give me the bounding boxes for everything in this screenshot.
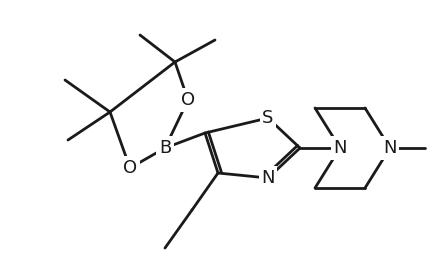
- Text: O: O: [123, 159, 137, 177]
- Text: S: S: [262, 109, 274, 127]
- Text: B: B: [159, 139, 171, 157]
- Text: N: N: [333, 139, 347, 157]
- Text: N: N: [261, 169, 275, 187]
- Text: O: O: [181, 91, 195, 109]
- Text: N: N: [383, 139, 397, 157]
